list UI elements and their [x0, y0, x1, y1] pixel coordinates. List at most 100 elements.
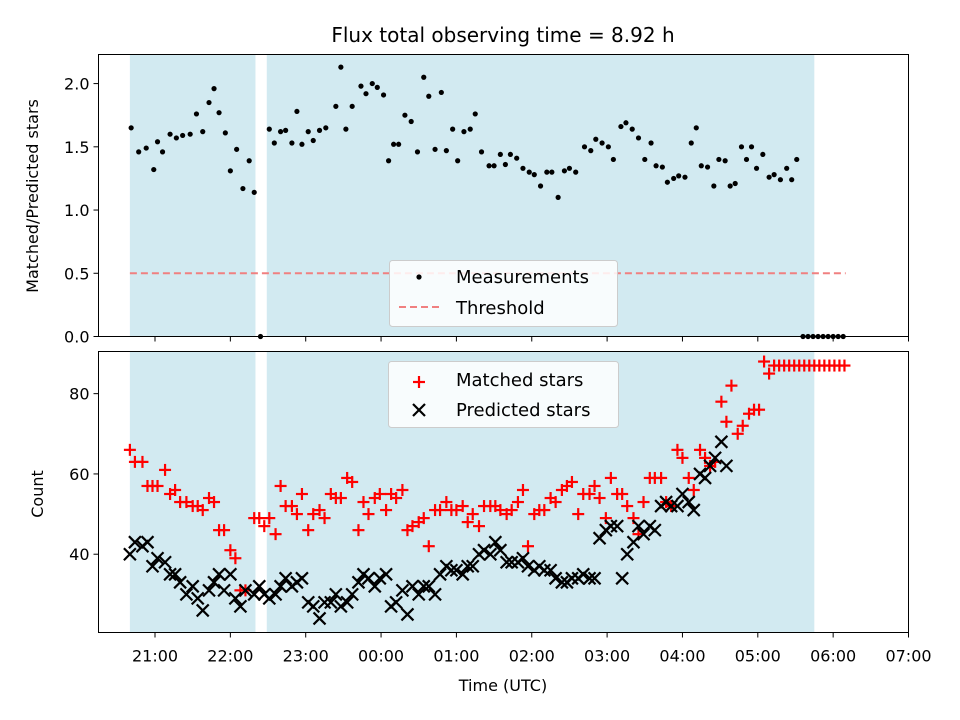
- matched-star-point: [549, 496, 562, 509]
- measurement-point: [461, 129, 467, 135]
- top-panel: 0.00.51.01.52.0 Matched/Predicted stars …: [23, 54, 909, 347]
- matched-star-point: [565, 475, 578, 488]
- predicted-star-point: [238, 583, 253, 598]
- predicted-star-point: [708, 451, 722, 465]
- measurement-point: [414, 149, 421, 155]
- predicted-star-point: [610, 519, 624, 533]
- matched-star-point: [196, 504, 209, 517]
- measurement-point: [659, 164, 665, 170]
- x-tick-label: 02:00: [509, 647, 555, 666]
- bottom-axes-frame: [98, 351, 909, 633]
- predicted-star-point: [217, 583, 231, 598]
- predicted-star-point: [400, 607, 415, 622]
- predicted-star-point: [576, 567, 591, 582]
- measurement-point: [502, 161, 508, 168]
- predicted-star-point: [158, 555, 172, 570]
- x-tick-label: 03:00: [584, 647, 630, 666]
- x-tick-label: 23:00: [283, 647, 329, 666]
- predicted-star-point: [521, 559, 535, 574]
- measurement-point: [777, 177, 784, 183]
- matched-star-point: [687, 483, 700, 496]
- predicted-star-point: [368, 579, 382, 594]
- predicted-star-point: [202, 583, 216, 598]
- predicted-star-point: [278, 571, 293, 586]
- measurement-point: [305, 129, 311, 135]
- matched-star-point: [390, 492, 403, 505]
- matched-star-point: [516, 483, 529, 496]
- measurement-point: [711, 183, 717, 189]
- legend-matched-label: Matched stars: [456, 370, 583, 391]
- matched-star-point: [208, 496, 221, 509]
- measurement-point: [234, 146, 240, 152]
- measurement-point: [623, 120, 629, 126]
- measurement-point: [671, 175, 677, 182]
- predicted-star-point: [648, 523, 662, 537]
- top-legend-box: [389, 260, 618, 327]
- measurement-points: [128, 64, 846, 340]
- predicted-star-point: [516, 551, 530, 566]
- matched-star-point: [456, 500, 469, 513]
- predicted-star-point: [312, 611, 327, 626]
- predicted-star-point: [537, 563, 552, 578]
- measurement-point: [299, 141, 305, 147]
- measurement-point: [766, 174, 772, 180]
- predicted-star-point: [190, 591, 205, 606]
- predicted-star-point: [334, 599, 348, 614]
- measurement-point: [222, 130, 228, 136]
- matched-star-point: [302, 524, 315, 537]
- legend-measurements-label: Measurements: [456, 267, 589, 288]
- predicted-star-point: [195, 603, 210, 618]
- matched-star-point: [285, 500, 298, 513]
- top-y-axis-label: Matched/Predicted stars: [23, 99, 42, 293]
- predicted-star-point: [262, 591, 277, 606]
- measurement-point: [743, 156, 750, 163]
- measurement-point: [544, 169, 550, 175]
- matched-star-point: [313, 504, 326, 517]
- matched-star-point: [731, 427, 744, 440]
- measurement-point: [704, 164, 711, 170]
- matched-star-point: [736, 419, 749, 432]
- matched-star-point: [588, 479, 601, 492]
- measurement-point: [789, 177, 795, 183]
- predicted-star-point: [703, 459, 717, 473]
- measurement-point: [588, 148, 594, 154]
- measurement-point: [760, 151, 766, 158]
- matched-star-point: [159, 463, 172, 476]
- matched-star-point: [123, 443, 136, 456]
- predicted-star-point: [329, 587, 343, 602]
- measurement-point: [561, 168, 568, 174]
- matched-star-point: [151, 479, 164, 492]
- measurement-point: [374, 84, 380, 90]
- x-tick-label: 21:00: [132, 647, 178, 666]
- matched-star-point: [838, 359, 851, 372]
- measurement-point: [486, 163, 492, 169]
- matched-star-point: [494, 504, 507, 517]
- predicted-star-point: [698, 471, 712, 485]
- predicted-star-point: [252, 579, 267, 594]
- predicted-star-point: [379, 567, 393, 582]
- predicted-star-point: [212, 567, 226, 582]
- predicted-star-point: [306, 599, 321, 614]
- matched-star-point: [406, 520, 419, 533]
- x-tick-label: 01:00: [433, 647, 479, 666]
- legend-threshold-label: Threshold: [455, 298, 545, 319]
- measurement-point: [391, 141, 397, 147]
- measurement-point: [455, 158, 461, 164]
- top-y-tick-label: 0.0: [64, 328, 89, 347]
- predicted-star-point: [631, 519, 646, 533]
- bottom-y-tick-label: 40: [69, 545, 89, 564]
- measurement-point: [593, 136, 599, 142]
- x-tick-label: 05:00: [735, 647, 781, 666]
- measurement-point: [154, 139, 161, 145]
- bottom-y-tick-label: 60: [69, 465, 89, 484]
- matched-star-point: [229, 552, 242, 565]
- measurement-point: [385, 158, 392, 164]
- matched-star-point: [583, 488, 596, 501]
- predicted-star-point: [449, 563, 464, 578]
- measurement-point: [648, 140, 654, 146]
- top-y-ticks: 0.0 0.5 1.0 1.5 2.0: [64, 75, 99, 347]
- matched-star-point: [511, 496, 524, 509]
- predicted-star-point: [168, 567, 182, 582]
- matched-star-point: [346, 475, 359, 488]
